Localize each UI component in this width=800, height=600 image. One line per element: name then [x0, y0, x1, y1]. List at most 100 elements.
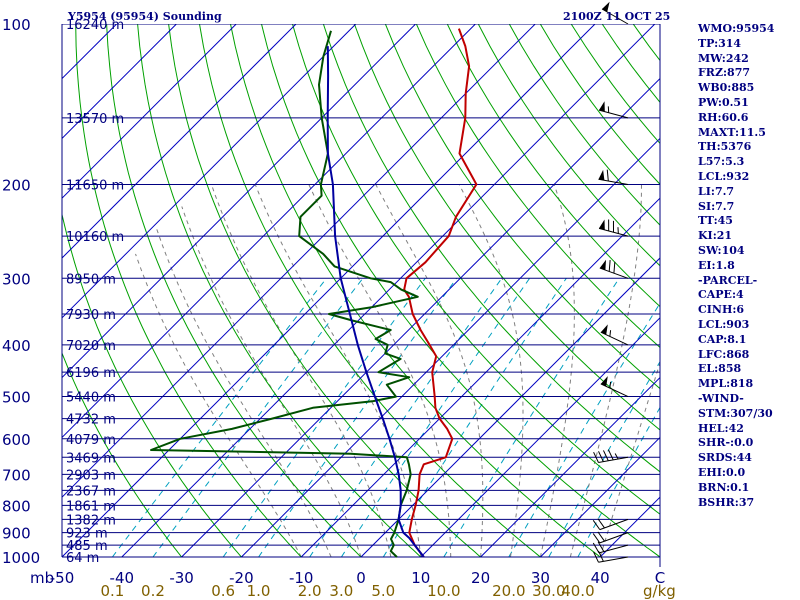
mixing-ratio-line — [382, 278, 567, 558]
temp-tick-label: 0 — [356, 569, 366, 587]
wind-barbs — [592, 1, 629, 563]
series-temperature-line — [403, 28, 478, 558]
barb-flag — [598, 451, 604, 462]
moist-adiabat — [458, 184, 524, 558]
wind-barb — [599, 259, 629, 279]
moist-adiabat — [308, 184, 452, 557]
barb-flag — [597, 518, 605, 529]
barb-half-flag — [609, 381, 612, 389]
indices-panel: WMO:95954 TP:314 MW:242 FRZ:877 WB0:885 PW:0.… — [698, 22, 798, 510]
temp-tick-label: -50 — [50, 569, 75, 587]
index-item: TP:314 — [698, 36, 742, 50]
height-label: 64 m — [66, 551, 99, 566]
height-label: 13570 m — [66, 112, 124, 127]
isotherm-line — [540, 436, 660, 558]
barb-half-flag — [614, 453, 619, 460]
height-label: 4079 m — [66, 433, 116, 448]
height-label: 485 m — [66, 539, 108, 554]
barb-flag — [592, 542, 600, 554]
mixing-ratio-unit-label: g/kg — [643, 582, 676, 600]
moist-adiabat — [181, 206, 362, 558]
temp-tick-label: -40 — [110, 569, 135, 587]
mixing-ratio-label: 5.0 — [371, 582, 395, 600]
barb-pennant — [599, 101, 605, 112]
isotherm-line — [241, 137, 660, 558]
index-item: TH:5376 — [698, 140, 752, 154]
moist-adiabat — [210, 184, 392, 558]
pressure-tick-label: 700 — [2, 466, 31, 484]
isobars — [62, 24, 660, 558]
moist-adiabat — [539, 184, 575, 558]
pressure-tick-label: 600 — [2, 431, 31, 449]
mixing-ratio-line — [152, 277, 364, 558]
index-item: LI:7.7 — [698, 184, 735, 198]
index-item: -WIND- — [698, 391, 744, 405]
index-item: SRDS:44 — [698, 451, 752, 465]
height-label: 3469 m — [66, 451, 116, 466]
isotherm-line — [360, 257, 660, 558]
barb-pennant — [600, 376, 608, 387]
index-item: CINH:6 — [698, 303, 745, 317]
height-label: 4732 m — [66, 413, 116, 428]
mixing-ratio-label: 0.1 — [100, 582, 124, 600]
index-item: EI:1.8 — [698, 258, 735, 272]
isotherm-line — [181, 77, 660, 558]
grid-layer — [62, 24, 660, 558]
index-item: KI:21 — [698, 229, 733, 243]
temp-tick-label: 30 — [531, 569, 550, 587]
dry-adiabat — [199, 24, 541, 558]
wind-barb — [592, 541, 629, 554]
pressure-tick-label: 500 — [2, 389, 31, 407]
dry-adiabat — [137, 24, 422, 558]
isotherm-line — [121, 24, 656, 558]
index-item: WB0:885 — [698, 81, 755, 95]
wind-barb — [598, 169, 629, 185]
mixing-ratio-label: 0.2 — [141, 582, 165, 600]
mixing-ratio-label: 3.0 — [329, 582, 353, 600]
index-item: BSHR:37 — [698, 495, 755, 509]
index-item: TT:45 — [698, 214, 733, 228]
wind-barb — [593, 449, 629, 463]
mixing-ratio-label: 0.6 — [211, 582, 235, 600]
mixing-ratio-label: 10.0 — [427, 582, 460, 600]
isotherm-line — [62, 24, 596, 558]
isotherm-line — [62, 24, 536, 498]
height-label: 10160 m — [66, 230, 124, 245]
wind-barb — [598, 101, 629, 119]
wind-barb — [600, 376, 629, 398]
station-title: Y5954 (95954) Sounding — [67, 10, 222, 23]
temp-tick-label: -10 — [289, 569, 314, 587]
index-item: -PARCEL- — [698, 273, 758, 287]
wind-barb — [600, 324, 629, 346]
index-item: LCL:903 — [698, 317, 750, 331]
index-item: HEL:42 — [698, 421, 744, 435]
mixing-ratio-label: 40.0 — [561, 582, 594, 600]
index-item: LCL:932 — [698, 169, 750, 183]
mixing-ratio-line — [111, 277, 327, 558]
height-label: 7020 m — [66, 339, 116, 354]
index-item: STM:307/30 — [698, 406, 773, 420]
index-item: LFC:868 — [698, 347, 750, 361]
isotherm-line — [62, 24, 177, 140]
mixing-ratio-line — [258, 278, 458, 558]
moist-adiabat — [569, 184, 642, 558]
moist-adiabat — [375, 184, 484, 558]
temp-tick-label: C — [655, 569, 665, 587]
height-label: 2903 m — [66, 468, 116, 483]
dry-adiabat — [230, 24, 601, 558]
barb-flag — [593, 551, 599, 563]
plot-frame — [61, 24, 661, 567]
wind-barb — [592, 518, 629, 531]
index-item: SW:104 — [698, 243, 745, 257]
barb-shaft — [598, 178, 629, 185]
series-dewpoint-line — [150, 30, 419, 558]
index-item: CAP:8.1 — [698, 332, 747, 346]
moist-adiabat — [135, 253, 302, 558]
barb-flag — [597, 531, 605, 542]
barb-flag — [592, 520, 601, 530]
mixing-ratio-label: 30.0 — [532, 582, 565, 600]
index-item: EHI:0.0 — [698, 465, 746, 479]
barb-flag — [592, 533, 601, 544]
height-label: 1382 m — [66, 513, 116, 528]
